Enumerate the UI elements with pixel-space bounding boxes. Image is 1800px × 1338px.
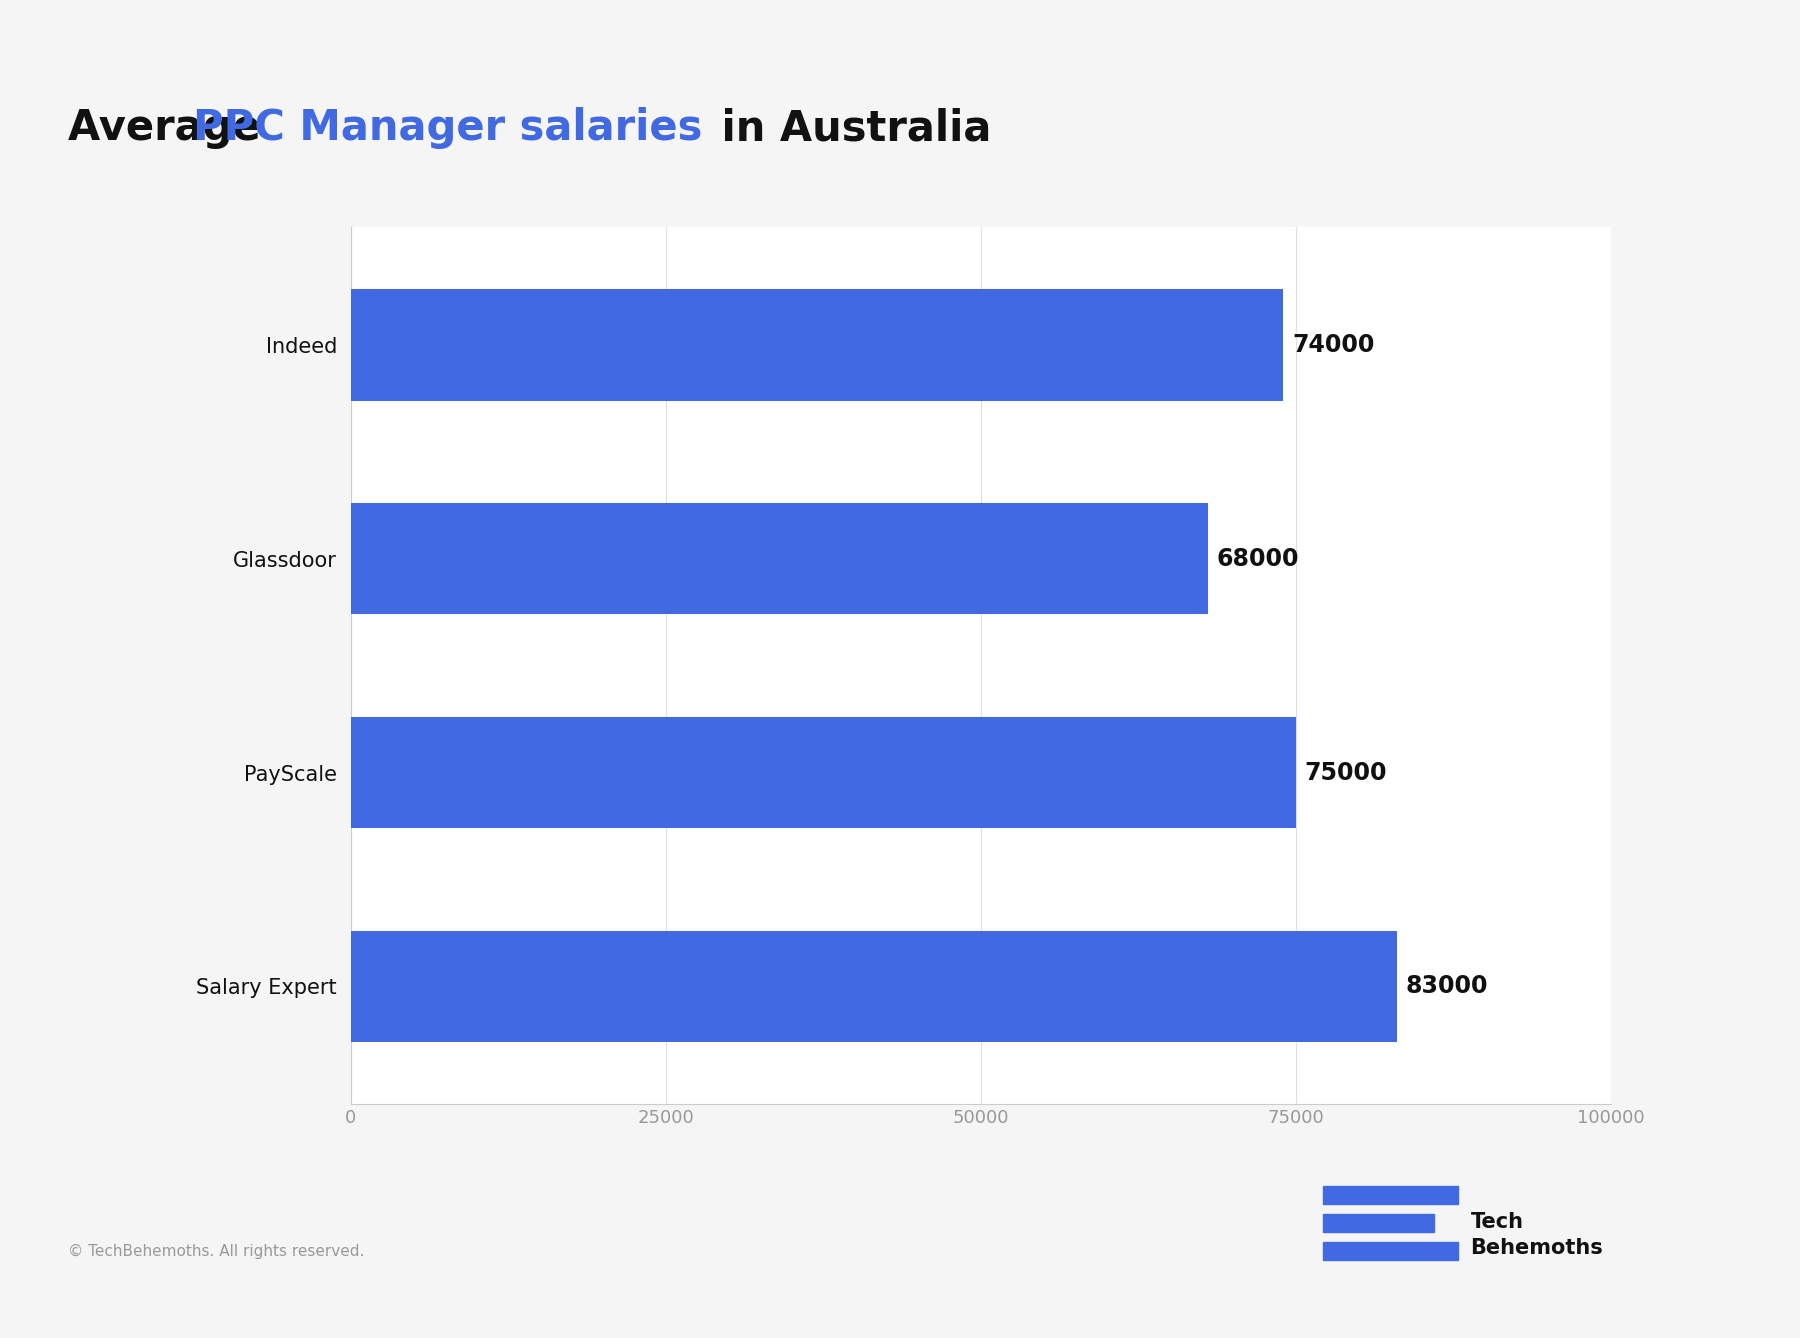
Text: Average: Average [68,107,275,150]
Text: in Australia: in Australia [707,107,992,150]
Bar [351,931,1397,1042]
Bar [351,503,1208,614]
Bar [1323,1242,1458,1260]
Bar [1323,1185,1458,1204]
Text: 83000: 83000 [1406,974,1489,998]
Text: 74000: 74000 [1292,333,1375,357]
Text: Tech
Behemoths: Tech Behemoths [1471,1212,1604,1258]
Text: PPC Manager salaries: PPC Manager salaries [193,107,702,150]
Text: 68000: 68000 [1217,547,1300,571]
Bar [351,289,1283,400]
Bar [1323,1214,1433,1232]
Text: 75000: 75000 [1305,760,1388,784]
Text: © TechBehemoths. All rights reserved.: © TechBehemoths. All rights reserved. [68,1243,365,1259]
Bar [351,717,1296,828]
